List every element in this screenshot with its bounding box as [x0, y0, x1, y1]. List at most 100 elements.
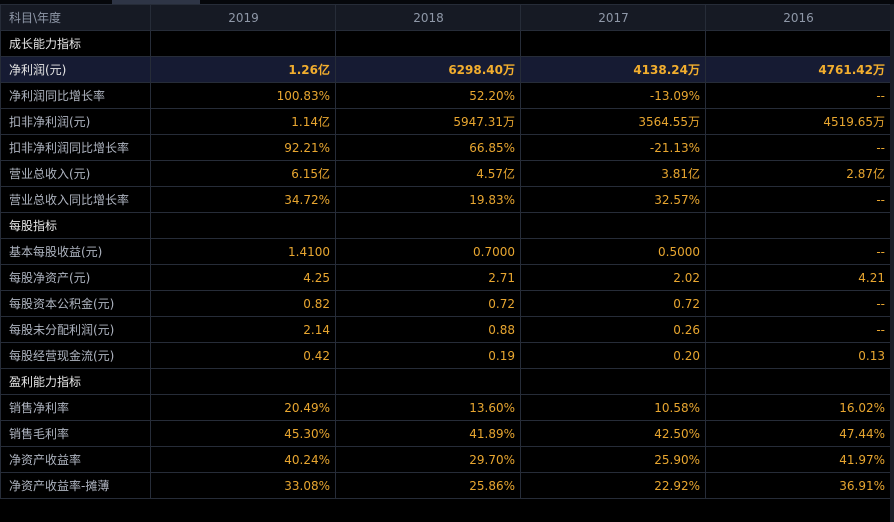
- value-cell: 20.49%: [150, 394, 336, 421]
- row-label: 每股经营现金流(元): [0, 342, 151, 369]
- value-cell: 0.42: [150, 342, 336, 369]
- column-header-year[interactable]: 2016: [705, 4, 891, 31]
- empty-cell: [335, 212, 521, 239]
- table-body: 成长能力指标 净利润(元) 1.26亿 6298.40万 4138.24万 4761.42…: [0, 30, 891, 499]
- value-cell: 2.71: [335, 264, 521, 291]
- value-cell: 4761.42万: [705, 56, 891, 83]
- value-cell: 29.70%: [335, 446, 521, 473]
- value-cell: 45.30%: [150, 420, 336, 447]
- value-cell: --: [705, 186, 891, 213]
- table-row[interactable]: 净利润同比增长率 100.83% 52.20% -13.09% --: [0, 82, 891, 109]
- value-cell: 34.72%: [150, 186, 336, 213]
- value-cell: 0.26: [520, 316, 706, 343]
- row-label: 扣非净利润(元): [0, 108, 151, 135]
- empty-cell: [705, 30, 891, 57]
- value-cell: 1.14亿: [150, 108, 336, 135]
- value-cell: 42.50%: [520, 420, 706, 447]
- value-cell: 4519.65万: [705, 108, 891, 135]
- empty-cell: [335, 30, 521, 57]
- value-cell: 4.21: [705, 264, 891, 291]
- table-row[interactable]: 扣非净利润(元) 1.14亿 5947.31万 3564.55万 4519.65万: [0, 108, 891, 135]
- value-cell: 19.83%: [335, 186, 521, 213]
- table-row[interactable]: 每股经营现金流(元) 0.42 0.19 0.20 0.13: [0, 342, 891, 369]
- value-cell: 0.72: [520, 290, 706, 317]
- value-cell: 41.89%: [335, 420, 521, 447]
- value-cell: 2.14: [150, 316, 336, 343]
- table-row[interactable]: 基本每股收益(元) 1.4100 0.7000 0.5000 --: [0, 238, 891, 265]
- value-cell: 4138.24万: [520, 56, 706, 83]
- section-header-row[interactable]: 盈利能力指标: [0, 368, 891, 395]
- value-cell: 10.58%: [520, 394, 706, 421]
- table-row[interactable]: 每股资本公积金(元) 0.82 0.72 0.72 --: [0, 290, 891, 317]
- section-header-row[interactable]: 成长能力指标: [0, 30, 891, 57]
- row-label: 基本每股收益(元): [0, 238, 151, 265]
- value-cell: 92.21%: [150, 134, 336, 161]
- value-cell: 36.91%: [705, 472, 891, 499]
- table-row[interactable]: 每股未分配利润(元) 2.14 0.88 0.26 --: [0, 316, 891, 343]
- table-row[interactable]: 扣非净利润同比增长率 92.21% 66.85% -21.13% --: [0, 134, 891, 161]
- value-cell: 0.20: [520, 342, 706, 369]
- value-cell: 0.13: [705, 342, 891, 369]
- value-cell: 41.97%: [705, 446, 891, 473]
- value-cell: 40.24%: [150, 446, 336, 473]
- row-label: 净资产收益率: [0, 446, 151, 473]
- row-label: 每股资本公积金(元): [0, 290, 151, 317]
- row-label: 净利润(元): [0, 56, 151, 83]
- value-cell: 3.81亿: [520, 160, 706, 187]
- table-row[interactable]: 每股净资产(元) 4.25 2.71 2.02 4.21: [0, 264, 891, 291]
- row-label: 销售毛利率: [0, 420, 151, 447]
- value-cell: 16.02%: [705, 394, 891, 421]
- value-cell: 0.82: [150, 290, 336, 317]
- value-cell: 100.83%: [150, 82, 336, 109]
- value-cell: 25.90%: [520, 446, 706, 473]
- value-cell: --: [705, 290, 891, 317]
- value-cell: 6.15亿: [150, 160, 336, 187]
- value-cell: 0.5000: [520, 238, 706, 265]
- row-label: 每股未分配利润(元): [0, 316, 151, 343]
- empty-cell: [150, 30, 336, 57]
- table-row[interactable]: 营业总收入(元) 6.15亿 4.57亿 3.81亿 2.87亿: [0, 160, 891, 187]
- active-tab-indicator[interactable]: [112, 0, 200, 4]
- vertical-scrollbar[interactable]: [890, 4, 894, 522]
- section-title: 盈利能力指标: [0, 368, 151, 395]
- value-cell: 52.20%: [335, 82, 521, 109]
- table-row[interactable]: 净利润(元) 1.26亿 6298.40万 4138.24万 4761.42万: [0, 56, 891, 83]
- value-cell: 33.08%: [150, 472, 336, 499]
- value-cell: -13.09%: [520, 82, 706, 109]
- row-label: 营业总收入(元): [0, 160, 151, 187]
- top-strip: [0, 0, 894, 4]
- empty-cell: [520, 212, 706, 239]
- empty-cell: [520, 368, 706, 395]
- value-cell: 2.02: [520, 264, 706, 291]
- table-row[interactable]: 营业总收入同比增长率 34.72% 19.83% 32.57% --: [0, 186, 891, 213]
- section-title: 每股指标: [0, 212, 151, 239]
- value-cell: 66.85%: [335, 134, 521, 161]
- table-row[interactable]: 销售毛利率 45.30% 41.89% 42.50% 47.44%: [0, 420, 891, 447]
- value-cell: --: [705, 238, 891, 265]
- row-label: 净利润同比增长率: [0, 82, 151, 109]
- table-header-row: 科目\年度 2019 2018 2017 2016: [0, 4, 891, 31]
- row-label: 净资产收益率-摊薄: [0, 472, 151, 499]
- value-cell: 0.7000: [335, 238, 521, 265]
- value-cell: 47.44%: [705, 420, 891, 447]
- value-cell: 25.86%: [335, 472, 521, 499]
- table-row[interactable]: 净资产收益率-摊薄 33.08% 25.86% 22.92% 36.91%: [0, 472, 891, 499]
- empty-cell: [705, 368, 891, 395]
- empty-cell: [520, 30, 706, 57]
- section-header-row[interactable]: 每股指标: [0, 212, 891, 239]
- row-label: 营业总收入同比增长率: [0, 186, 151, 213]
- value-cell: --: [705, 316, 891, 343]
- table-row[interactable]: 销售净利率 20.49% 13.60% 10.58% 16.02%: [0, 394, 891, 421]
- empty-cell: [705, 212, 891, 239]
- column-header-year[interactable]: 2018: [335, 4, 521, 31]
- column-header-year[interactable]: 2017: [520, 4, 706, 31]
- row-label: 销售净利率: [0, 394, 151, 421]
- column-header-year[interactable]: 2019: [150, 4, 336, 31]
- table-row[interactable]: 净资产收益率 40.24% 29.70% 25.90% 41.97%: [0, 446, 891, 473]
- empty-cell: [150, 368, 336, 395]
- row-label: 每股净资产(元): [0, 264, 151, 291]
- value-cell: -21.13%: [520, 134, 706, 161]
- value-cell: 1.4100: [150, 238, 336, 265]
- value-cell: 0.72: [335, 290, 521, 317]
- row-label: 扣非净利润同比增长率: [0, 134, 151, 161]
